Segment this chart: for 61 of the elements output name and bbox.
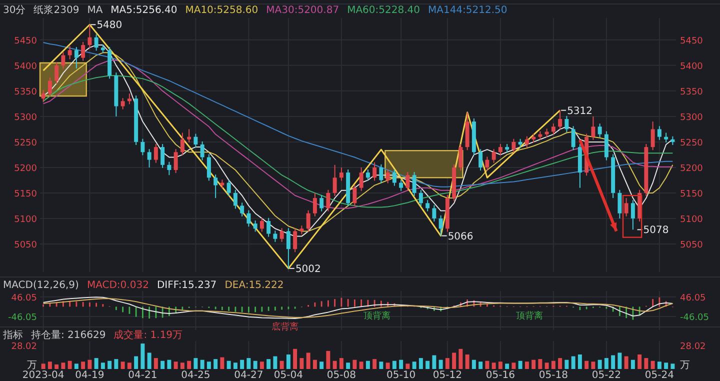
x-tick-label: 05-08 [326, 370, 356, 381]
y-tick-label: 5150 [14, 189, 38, 200]
x-tick-label: 05-22 [592, 370, 621, 381]
data-label: 5002 [295, 264, 321, 275]
y-tick-label: 5300 [14, 112, 38, 123]
y2-tick-label: 46.05 [680, 293, 706, 304]
y2-tick-label: 5150 [680, 189, 704, 200]
data-label: 5066 [448, 231, 474, 242]
text: DEA:15.222 [224, 280, 284, 291]
y-tick-label: 5250 [14, 138, 38, 148]
y2-tick-label: 5400 [680, 62, 704, 72]
y-tick-label: 5350 [14, 87, 38, 98]
x-tick-label: 05-04 [274, 370, 303, 381]
chart-title: MACD(12,26,9) [3, 280, 80, 291]
y2-tick-label: 5250 [680, 138, 704, 148]
x-tick-label: 05-24 [644, 370, 674, 381]
y2-tick-label: 5050 [680, 240, 704, 250]
chart-subtitle: 持仓量: 216629 [31, 329, 106, 341]
annotation: 顶背离 [364, 310, 391, 322]
data-label: 5312 [567, 106, 593, 117]
text: 28.02 [680, 342, 706, 352]
data-label: 5480 [96, 20, 122, 32]
series-label: MACD:0.032 [86, 280, 149, 291]
text: 28.02 [11, 342, 37, 352]
x-tick-label: 04-27 [234, 370, 264, 381]
y-tick-label: 5450 [14, 36, 38, 46]
y2-tick-label: 5350 [680, 87, 704, 98]
text: MA60:5228.40 [347, 5, 420, 16]
x-tick-label: 05-12 [432, 370, 462, 381]
y-tick-label: 5400 [14, 62, 38, 72]
y2-tick-label: 5100 [680, 214, 704, 225]
y2-tick-label: 5200 [680, 164, 704, 174]
x-tick-label: 04-19 [75, 370, 104, 381]
y-tick-label: 5050 [14, 240, 38, 250]
text: MA5:5256.40 [110, 5, 178, 16]
y-tick-label: -46.05 [8, 312, 37, 323]
y2-tick-label: 5450 [680, 36, 704, 46]
text: MA30:5200.87 [266, 5, 340, 16]
y2-tick-label: -46.05 [680, 312, 710, 323]
x-tick-label: 05-16 [486, 370, 515, 381]
y-tick-label: 5200 [14, 164, 38, 174]
text: MA144:5212.50 [428, 5, 508, 16]
text: DIFF:15.237 [156, 280, 217, 291]
x-tick-label: 04-25 [181, 370, 210, 381]
chart-subtitle: 纸浆2309 [34, 4, 80, 16]
x-tick-label: 05-10 [386, 370, 416, 381]
chart-title: 指标 [2, 329, 23, 341]
x-tick-label: 05-18 [538, 370, 568, 381]
annotation: 顶背离 [516, 310, 544, 322]
y-axis-title: 万 [27, 360, 37, 371]
series-label: 成交量: 1.19万 [114, 329, 183, 341]
y-tick-label: 5100 [14, 214, 38, 225]
x-tick-label: 04-21 [128, 370, 158, 381]
chart-title: 30分 [3, 4, 26, 16]
text: 万 [680, 360, 690, 371]
text: MA10:5258.60 [185, 5, 258, 16]
y-tick-label: 46.05 [11, 293, 37, 304]
y2-tick-label: 5300 [680, 112, 704, 123]
x-tick-label: 2023-04 [22, 370, 64, 381]
text: 5078 [643, 225, 669, 236]
legend-title: MA [87, 5, 103, 16]
